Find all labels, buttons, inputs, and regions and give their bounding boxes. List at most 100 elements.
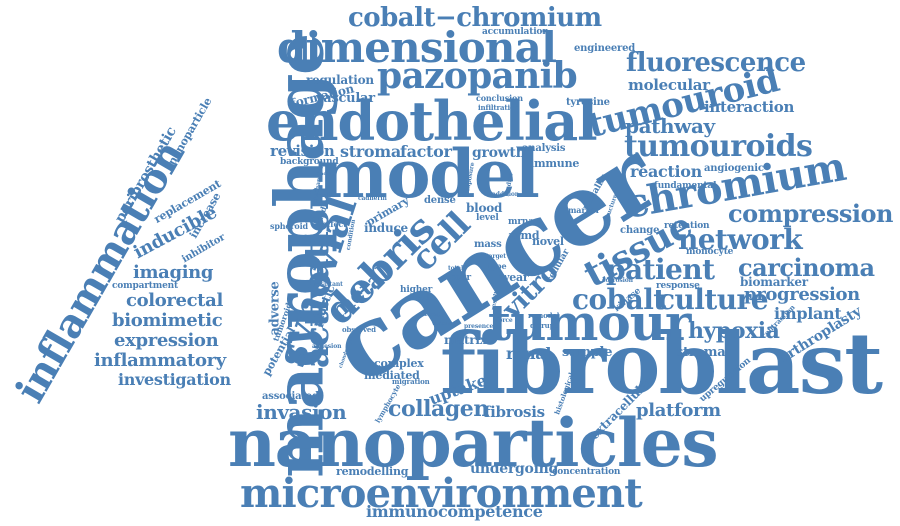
word-hypoxia: hypoxia — [688, 318, 780, 344]
word-stromal: stromal — [676, 345, 731, 360]
word-resistant: resistant — [314, 281, 343, 288]
word-force: force — [496, 317, 513, 324]
word-fluorescence: fluorescence — [626, 48, 806, 78]
word-infiltration: infiltration — [478, 103, 520, 112]
word-higher: higher — [400, 285, 433, 295]
word-sample: sample — [562, 345, 613, 360]
word-model: model — [318, 135, 540, 213]
word-novel: novel — [532, 235, 564, 248]
word-adhesion: adhesion — [312, 343, 342, 350]
word-mrna: mrna — [508, 217, 534, 227]
word-remodelling: remodelling — [336, 465, 409, 478]
word-carcinoma: carcinoma — [738, 253, 875, 282]
word-undergoing: undergoing — [470, 461, 559, 477]
word-observed: observed — [342, 325, 376, 334]
word-background: background — [280, 157, 339, 167]
word-associated: associated — [262, 391, 319, 402]
word-implant: implant — [774, 304, 842, 323]
word-stroma: stroma — [340, 142, 401, 161]
word-immune: immune — [530, 157, 580, 170]
word-platform: platform — [636, 400, 721, 421]
word-growth: growth — [472, 145, 526, 161]
word-nanoparticles: nanoparticles — [228, 404, 719, 482]
word-colorectal: colorectal — [126, 290, 223, 311]
word-total: total — [448, 265, 464, 272]
word-corrosion: corrosion — [602, 277, 633, 284]
word-response: response — [656, 281, 700, 291]
word-therapy: therapy — [420, 311, 445, 318]
word-level: level — [476, 213, 499, 223]
word-vascular: vascular — [316, 91, 375, 106]
word-pathway: pathway — [625, 114, 715, 138]
word-biomarker: biomarker — [740, 275, 808, 289]
word-complex: complex — [374, 357, 424, 370]
word-conclusion: conclusion — [476, 93, 523, 103]
word-fibrosis: fibrosis — [484, 403, 545, 421]
word-patient: patient — [606, 253, 715, 286]
word-engineered: engineered — [574, 43, 636, 54]
word-cadherin: cadherin — [358, 195, 387, 202]
word-investigation: investigation — [118, 370, 231, 389]
word-factor: factor — [400, 142, 452, 161]
word-tumouroids: tumouroids — [624, 129, 813, 164]
word-tyrosine: tyrosine — [566, 97, 610, 108]
word-finding: finding — [316, 171, 336, 177]
word-culture: culture — [658, 283, 769, 316]
word-cobalt: cobalt — [572, 283, 666, 316]
word-cobalt-chromium: cobalt−chromium — [348, 3, 602, 33]
word-tumour: tumour — [488, 293, 691, 352]
word-migration: migration — [392, 377, 430, 386]
word-visibility: visibility — [432, 321, 455, 327]
word-inflammatory: inflammatory — [94, 350, 226, 371]
word-addition: addition — [492, 191, 520, 198]
word-monocyte: monocyte — [686, 247, 734, 257]
word-target: target — [486, 253, 506, 260]
word-mediated: mediated — [364, 369, 420, 382]
word-armd: armd — [508, 229, 540, 242]
word-fibroblast: fibroblast — [440, 314, 883, 413]
word-accumulation: accumulation — [482, 27, 549, 37]
word-molecular: molecular — [628, 76, 710, 94]
word-dense: dense — [424, 195, 456, 206]
word-reaction: reaction — [630, 162, 702, 181]
word-expression: expression — [114, 330, 219, 351]
word-microenvironment: microenvironment — [240, 470, 643, 517]
word-imaging: imaging — [133, 262, 214, 283]
word-progression: progression — [744, 284, 860, 305]
word-fundamental: fundamental — [654, 181, 717, 191]
word-compartment: compartment — [112, 281, 178, 291]
word-presence: presence — [464, 323, 494, 330]
word-concentration: concentration — [552, 467, 621, 477]
word-revision: revision — [270, 142, 335, 160]
word-endothelial: endothelial — [266, 89, 598, 153]
word-pazopanib: pazopanib — [377, 55, 578, 97]
word-angiogenic: angiogenic — [704, 163, 764, 174]
word-marker: marker — [568, 205, 600, 215]
word-renal: renal — [506, 344, 552, 363]
word-collagen: collagen — [388, 396, 489, 422]
word-invasion: invasion — [256, 400, 347, 424]
word-compression: compression — [728, 199, 894, 228]
word-mass: mass — [474, 239, 502, 250]
word-immunocompetence: immunocompetence — [366, 502, 543, 521]
word-cocr: cocr — [450, 273, 471, 283]
word-interaction: interaction — [704, 98, 795, 116]
word-retention: retention — [664, 221, 710, 231]
word-induce: induce — [364, 221, 408, 235]
word-matrix: matrix — [444, 333, 487, 347]
word-dimensional: dimensional — [277, 23, 557, 72]
word-blood: blood — [466, 201, 503, 215]
word-disrupt: disrupt — [530, 321, 558, 330]
word-analysis: analysis — [522, 143, 566, 154]
word-change: change — [620, 225, 660, 236]
word-biomimetic: biomimetic — [112, 310, 223, 331]
word-reactive: reactive — [410, 295, 436, 302]
word-regulation: regulation — [306, 73, 374, 87]
word-network: network — [678, 223, 803, 256]
word-effect: effect — [322, 219, 347, 229]
word-remodel: remodel — [528, 311, 560, 320]
word-type: type — [488, 261, 507, 271]
word-wear: wear — [500, 271, 529, 284]
word-spheroid: spheroid — [270, 221, 308, 231]
